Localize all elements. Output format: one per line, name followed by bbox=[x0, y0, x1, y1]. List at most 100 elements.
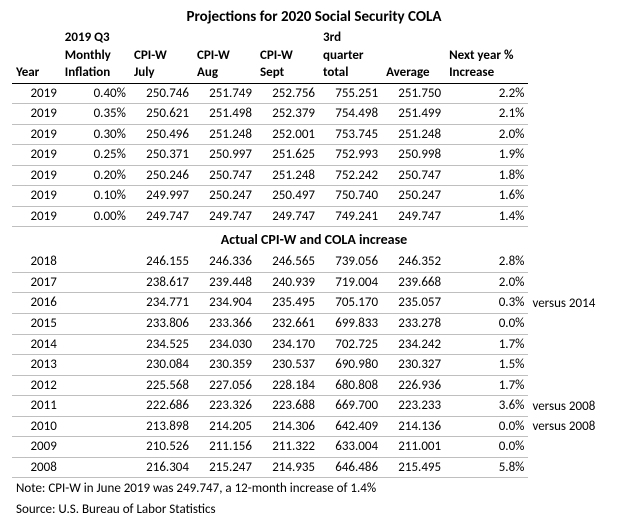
table-row: 2014234.525234.030234.170702.725234.2421… bbox=[12, 334, 616, 355]
col-cpi-aug: CPI-W Aug bbox=[193, 28, 256, 83]
cell-cpi-jul: 210.526 bbox=[130, 437, 193, 458]
cell-cpi-sep: 230.537 bbox=[256, 355, 319, 376]
cell-inflation bbox=[61, 416, 130, 437]
cell-year: 2010 bbox=[12, 416, 61, 437]
cell-q3-total: 705.170 bbox=[319, 293, 382, 314]
cell-cpi-jul: 238.617 bbox=[130, 272, 193, 293]
cell-inflation bbox=[61, 437, 130, 458]
footnote: Note: CPI-W in June 2019 was 249.747, a … bbox=[12, 478, 616, 499]
table-row: 20190.40%250.746251.749252.756755.251251… bbox=[12, 83, 616, 104]
cell-average: 214.136 bbox=[382, 416, 445, 437]
cell-note bbox=[528, 186, 616, 207]
cell-note bbox=[528, 272, 616, 293]
subtitle-row: Actual CPI-W and COLA increase bbox=[12, 227, 616, 252]
cell-year: 2015 bbox=[12, 314, 61, 335]
cell-increase: 1.4% bbox=[445, 206, 528, 227]
cell-year: 2019 bbox=[12, 104, 61, 125]
col-q3-total: 3rd quarter total bbox=[319, 28, 382, 83]
cell-average: 226.936 bbox=[382, 375, 445, 396]
table-row: 2013230.084230.359230.537690.980230.3271… bbox=[12, 355, 616, 376]
cell-cpi-sep: 252.379 bbox=[256, 104, 319, 125]
source: Source: U.S. Bureau of Labor Statistics bbox=[12, 499, 616, 520]
cell-cpi-jul: 225.568 bbox=[130, 375, 193, 396]
cell-average: 251.499 bbox=[382, 104, 445, 125]
cell-increase: 2.1% bbox=[445, 104, 528, 125]
cell-cpi-sep: 235.495 bbox=[256, 293, 319, 314]
cell-note bbox=[528, 355, 616, 376]
cell-cpi-jul: 216.304 bbox=[130, 457, 193, 478]
cell-increase: 1.8% bbox=[445, 165, 528, 186]
subtitle: Actual CPI-W and COLA increase bbox=[12, 227, 616, 252]
cell-q3-total: 749.241 bbox=[319, 206, 382, 227]
cell-cpi-jul: 246.155 bbox=[130, 252, 193, 272]
cell-q3-total: 702.725 bbox=[319, 334, 382, 355]
cell-increase: 0.3% bbox=[445, 293, 528, 314]
cell-q3-total: 690.980 bbox=[319, 355, 382, 376]
cell-cpi-jul: 249.997 bbox=[130, 186, 193, 207]
page-title: Projections for 2020 Social Security COL… bbox=[12, 8, 616, 26]
cell-note: versus 2008 bbox=[528, 416, 616, 437]
cell-cpi-sep: 223.688 bbox=[256, 396, 319, 417]
cell-cpi-aug: 250.997 bbox=[193, 145, 256, 166]
cell-q3-total: 755.251 bbox=[319, 83, 382, 104]
cell-cpi-sep: 249.747 bbox=[256, 206, 319, 227]
cell-average: 211.001 bbox=[382, 437, 445, 458]
cell-average: 250.247 bbox=[382, 186, 445, 207]
cell-average: 251.248 bbox=[382, 124, 445, 145]
cell-cpi-jul: 250.371 bbox=[130, 145, 193, 166]
cell-average: 233.278 bbox=[382, 314, 445, 335]
cell-cpi-sep: 214.935 bbox=[256, 457, 319, 478]
cell-increase: 1.9% bbox=[445, 145, 528, 166]
cell-cpi-jul: 250.621 bbox=[130, 104, 193, 125]
table-row: 20190.00%249.747249.747249.747749.241249… bbox=[12, 206, 616, 227]
cell-inflation bbox=[61, 252, 130, 272]
cell-average: 249.747 bbox=[382, 206, 445, 227]
cell-year: 2017 bbox=[12, 272, 61, 293]
table-row: 20190.10%249.997250.247250.497750.740250… bbox=[12, 186, 616, 207]
cell-year: 2012 bbox=[12, 375, 61, 396]
cell-year: 2016 bbox=[12, 293, 61, 314]
cell-note: versus 2014 bbox=[528, 293, 616, 314]
cell-increase: 1.7% bbox=[445, 334, 528, 355]
footnote-row: Note: CPI-W in June 2019 was 249.747, a … bbox=[12, 478, 616, 499]
cell-increase: 2.0% bbox=[445, 124, 528, 145]
header-row: Year 2019 Q3 Monthly Inflation CPI-W Jul… bbox=[12, 28, 616, 83]
cell-cpi-jul: 250.746 bbox=[130, 83, 193, 104]
cell-note bbox=[528, 83, 616, 104]
col-average: Average bbox=[382, 28, 445, 83]
cell-cpi-jul: 213.898 bbox=[130, 416, 193, 437]
cell-cpi-aug: 234.030 bbox=[193, 334, 256, 355]
cell-year: 2019 bbox=[12, 186, 61, 207]
cell-year: 2019 bbox=[12, 145, 61, 166]
cell-year: 2019 bbox=[12, 124, 61, 145]
cell-q3-total: 646.486 bbox=[319, 457, 382, 478]
cell-cpi-jul: 250.496 bbox=[130, 124, 193, 145]
cell-year: 2014 bbox=[12, 334, 61, 355]
cell-increase: 0.0% bbox=[445, 416, 528, 437]
table-row: 2015233.806233.366232.661699.833233.2780… bbox=[12, 314, 616, 335]
cell-increase: 1.5% bbox=[445, 355, 528, 376]
cell-q3-total: 752.993 bbox=[319, 145, 382, 166]
table-row: 2018246.155246.336246.565739.056246.3522… bbox=[12, 252, 616, 272]
table-row: 2012225.568227.056228.184680.808226.9361… bbox=[12, 375, 616, 396]
cell-average: 246.352 bbox=[382, 252, 445, 272]
cell-cpi-sep: 250.497 bbox=[256, 186, 319, 207]
cell-increase: 0.0% bbox=[445, 314, 528, 335]
cell-inflation bbox=[61, 355, 130, 376]
col-year: Year bbox=[12, 28, 61, 83]
cell-note bbox=[528, 252, 616, 272]
cell-note bbox=[528, 314, 616, 335]
cell-increase: 2.0% bbox=[445, 272, 528, 293]
cell-inflation: 0.20% bbox=[61, 165, 130, 186]
cell-average: 234.242 bbox=[382, 334, 445, 355]
cell-note bbox=[528, 145, 616, 166]
cell-year: 2019 bbox=[12, 206, 61, 227]
cell-average: 235.057 bbox=[382, 293, 445, 314]
table-row: 2008216.304215.247214.935646.486215.4955… bbox=[12, 457, 616, 478]
cell-q3-total: 699.833 bbox=[319, 314, 382, 335]
cell-increase: 2.2% bbox=[445, 83, 528, 104]
cell-inflation: 0.40% bbox=[61, 83, 130, 104]
cell-cpi-aug: 233.366 bbox=[193, 314, 256, 335]
cell-average: 251.750 bbox=[382, 83, 445, 104]
cell-note bbox=[528, 104, 616, 125]
